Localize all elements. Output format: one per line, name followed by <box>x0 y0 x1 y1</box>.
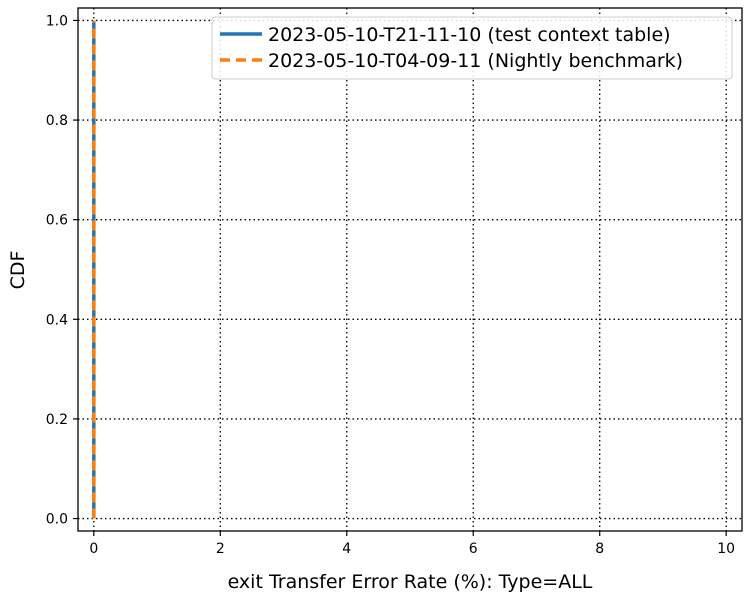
x-tick-label: 6 <box>469 541 478 557</box>
x-tick-label: 2 <box>216 541 225 557</box>
legend: 2023-05-10-T21-11-10 (test context table… <box>211 16 733 80</box>
legend-label-1: 2023-05-10-T21-11-10 (test context table… <box>268 24 671 46</box>
x-tick-label: 8 <box>595 541 604 557</box>
x-tick-label: 4 <box>342 541 351 557</box>
y-tick-label: 0.4 <box>46 312 68 328</box>
y-axis-title: CDF <box>7 251 29 290</box>
axis-ticks: 0 2 4 6 8 10 0.0 0.2 0.4 0.6 0.8 1.0 <box>46 13 735 557</box>
x-tick-label: 0 <box>89 541 98 557</box>
legend-box <box>211 16 733 80</box>
plot-frame <box>77 7 743 532</box>
y-tick-label: 0.8 <box>46 113 68 129</box>
y-tick-label: 0.6 <box>46 213 68 229</box>
plot-background <box>78 8 742 531</box>
legend-label-2: 2023-05-10-T04-09-11 (Nightly benchmark) <box>268 50 683 72</box>
x-axis-title: exit Transfer Error Rate (%): Type=ALL <box>228 571 593 593</box>
y-tick-label: 0.0 <box>46 512 68 528</box>
y-tick-label: 1.0 <box>46 13 68 29</box>
y-tick-label: 0.2 <box>46 412 68 428</box>
x-tick-label: 10 <box>717 541 735 557</box>
